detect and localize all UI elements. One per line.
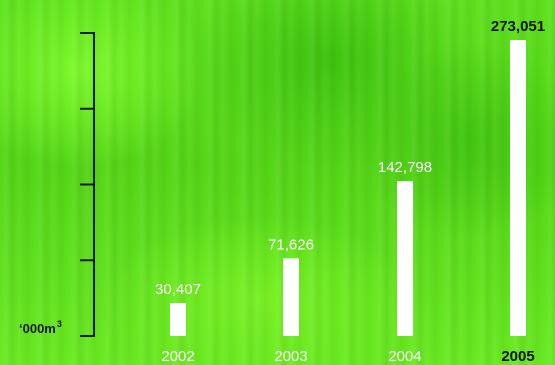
value-label-2003: 71,626	[268, 236, 314, 253]
unit-label: ‘000m	[19, 321, 56, 336]
bar-2003	[283, 258, 299, 336]
bars	[170, 40, 526, 336]
bar-2002	[170, 303, 186, 336]
category-label-2005: 2005	[501, 348, 534, 365]
category-label-2002: 2002	[161, 348, 194, 365]
bar-2005	[510, 40, 526, 336]
bar-2004	[397, 181, 413, 336]
category-label-2004: 2004	[388, 348, 421, 365]
value-label-2005: 273,051	[491, 18, 545, 35]
category-label-2003: 2003	[274, 348, 307, 365]
value-label-2004: 142,798	[378, 159, 432, 176]
value-label-2002: 30,407	[155, 281, 201, 298]
y-axis: ‘000m 3	[19, 32, 95, 337]
labels: 30,407 2002 71,626 2003 142,798 2004 273,051 20…	[155, 18, 545, 365]
unit-superscript: 3	[57, 319, 62, 329]
